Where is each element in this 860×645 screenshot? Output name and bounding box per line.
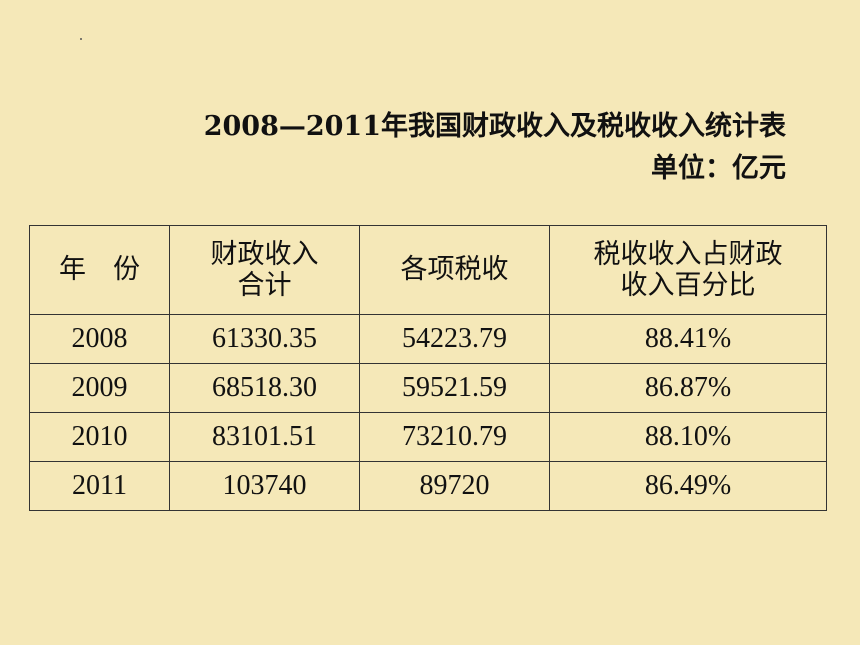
- header-year: 年 份: [29, 225, 170, 315]
- cell-year: 2009: [29, 363, 170, 413]
- cell-tax-share: 88.41%: [549, 314, 827, 364]
- decorative-dot: [80, 38, 82, 40]
- cell-tax-share: 88.10%: [549, 412, 827, 462]
- cell-tax-revenue: 54223.79: [359, 314, 550, 364]
- unit-label: 单位：亿元: [651, 153, 786, 184]
- fiscal-revenue-table: 年 份 财政收入 合计 各项税收 税收收入占财政 收入百分比 2008 6133…: [29, 225, 827, 511]
- cell-fiscal-revenue: 83101.51: [169, 412, 360, 462]
- table-row: 2011 103740 89720 86.49%: [29, 461, 827, 511]
- cell-year: 2011: [29, 461, 170, 511]
- table-row: 2009 68518.30 59521.59 86.87%: [29, 363, 827, 413]
- header-tax-share-percent: 税收收入占财政 收入百分比: [549, 225, 827, 315]
- table-title: 2008—2011年我国财政收入及税收收入统计表: [203, 111, 786, 142]
- cell-year: 2010: [29, 412, 170, 462]
- header-fiscal-revenue-total: 财政收入 合计: [169, 225, 360, 315]
- cell-tax-revenue: 73210.79: [359, 412, 550, 462]
- cell-fiscal-revenue: 61330.35: [169, 314, 360, 364]
- cell-tax-revenue: 89720: [359, 461, 550, 511]
- cell-tax-revenue: 59521.59: [359, 363, 550, 413]
- table-header-row: 年 份 财政收入 合计 各项税收 税收收入占财政 收入百分比: [29, 225, 827, 315]
- cell-tax-share: 86.49%: [549, 461, 827, 511]
- table-row: 2008 61330.35 54223.79 88.41%: [29, 314, 827, 364]
- cell-fiscal-revenue: 68518.30: [169, 363, 360, 413]
- header-tax-revenue: 各项税收: [359, 225, 550, 315]
- cell-year: 2008: [29, 314, 170, 364]
- table-row: 2010 83101.51 73210.79 88.10%: [29, 412, 827, 462]
- cell-tax-share: 86.87%: [549, 363, 827, 413]
- cell-fiscal-revenue: 103740: [169, 461, 360, 511]
